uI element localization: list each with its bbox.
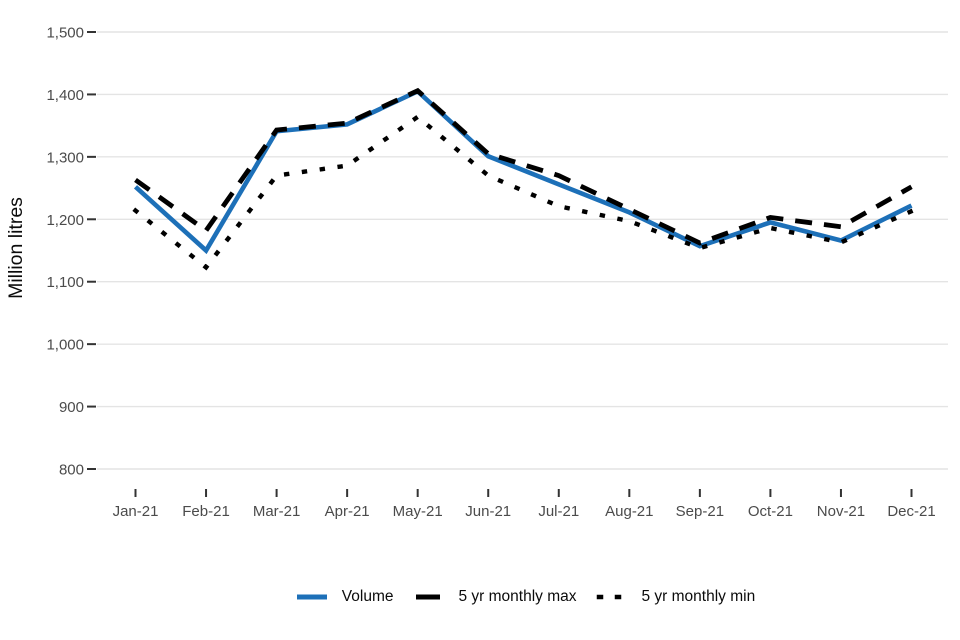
legend-item-volume: Volume xyxy=(295,588,394,606)
x-tick-label: Oct-21 xyxy=(748,503,793,520)
y-tick-label: 800 xyxy=(59,462,84,479)
y-axis-title: Million litres xyxy=(5,197,27,299)
chart-legend: Volume 5 yr monthly max 5 yr monthly min xyxy=(90,588,960,606)
y-tick-label: 1,000 xyxy=(46,337,84,354)
x-tick-label: Nov-21 xyxy=(817,503,865,520)
legend-item-5-yr-monthly-min: 5 yr monthly min xyxy=(595,588,756,606)
gridlines-layer xyxy=(97,31,948,470)
x-tick-label: May-21 xyxy=(393,503,443,520)
x-tick-label: Mar-21 xyxy=(253,503,301,520)
legend-swatch-volume-icon xyxy=(296,594,327,600)
series-line-volume xyxy=(133,88,913,255)
x-tick-label: Dec-21 xyxy=(887,503,935,520)
legend-label-5-yr-monthly-min: 5 yr monthly min xyxy=(641,588,756,605)
y-tick-label: 1,500 xyxy=(46,25,84,42)
legend-item-5-yr-monthly-max: 5 yr monthly max xyxy=(411,588,577,606)
legend-swatch-5-yr-monthly-min-icon xyxy=(596,594,627,600)
y-tick-label: 1,100 xyxy=(46,274,84,291)
legend-swatch-5-yr-monthly-max-icon xyxy=(416,594,441,600)
x-tick-label: Jul-21 xyxy=(538,503,579,520)
x-tick-label: Jan-21 xyxy=(113,503,159,520)
x-tick-label: Jun-21 xyxy=(465,503,511,520)
y-tick-label: 1,400 xyxy=(46,87,84,104)
series-layer xyxy=(132,87,915,271)
x-tick-label: Aug-21 xyxy=(605,503,653,520)
x-tick-label: Feb-21 xyxy=(182,503,230,520)
axes-layer: 800 900 1,000 1,100 1,200 1,300 1,400 1,500 Jan-… xyxy=(46,25,935,521)
legend-label-volume: Volume xyxy=(341,588,394,605)
y-tick-label: 1,200 xyxy=(46,212,84,229)
x-tick-label: Sep-21 xyxy=(676,503,724,520)
legend-label-5-yr-monthly-max: 5 yr monthly max xyxy=(458,588,577,605)
x-tick-label: Apr-21 xyxy=(325,503,370,520)
y-tick-label: 1,300 xyxy=(46,149,84,166)
series-line-5-yr-monthly-min xyxy=(132,114,915,271)
series-line-5-yr-monthly-max xyxy=(134,87,913,246)
milk-volume-line-chart: 800 900 1,000 1,100 1,200 1,300 1,400 1,500 Jan-… xyxy=(5,25,948,521)
y-tick-label: 900 xyxy=(59,399,84,416)
